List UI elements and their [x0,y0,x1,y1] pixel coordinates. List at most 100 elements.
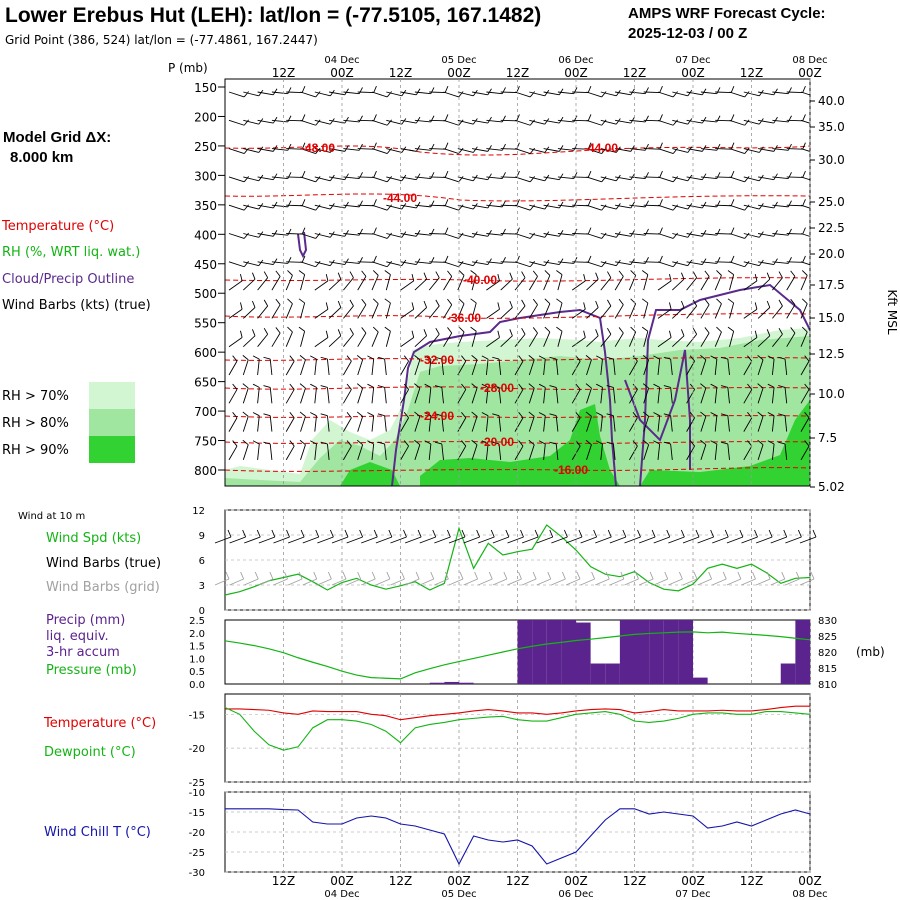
wind-barb-flag [778,271,783,278]
wind-barb [600,261,617,267]
wind-barb-flag [757,383,764,389]
wind-barb-flag [301,255,306,263]
wind-barb-flag [315,147,321,154]
wind-barb-flag [232,412,238,419]
wind-barb [457,176,474,182]
wind-barb [414,444,421,461]
wind-barb-flag [377,413,385,417]
wind-barb [612,359,616,376]
wind-barb-flag [692,271,698,278]
wind-barb-grid-flag [430,571,435,580]
wind-barb-flag [358,115,363,123]
wind-barb-flag [310,383,317,388]
wind-barb-flag [669,274,672,282]
wind-barb-flag [744,91,750,98]
wind-barb [385,302,391,319]
wind-barb-flag [767,355,775,360]
wind-barb-flag [544,298,551,304]
temp-contour-label: -48.00 [301,141,335,155]
wind-barb-grid-flag [635,571,639,580]
wind-barb-flag [275,298,281,305]
top-day-label: 04 Dec [324,55,359,66]
wind-barb [686,148,703,152]
wind-barb [784,443,788,460]
wind-barb [686,417,695,432]
wind-barb [700,148,717,151]
wind-barb [628,331,637,347]
wind-barb [612,387,616,404]
wind-barb [758,261,774,266]
wind-barb [443,91,459,98]
wind-barb [615,261,631,266]
wind-barb-flag [680,329,685,336]
wind-barb-flag [430,200,435,208]
cloud-outline-right [639,283,810,486]
wind-panel-title: Wind at 10 m [18,511,85,522]
wind-barb [457,148,474,153]
wind-barb [628,303,637,319]
wind-barb-flag [689,440,695,447]
wind-barb-flag [596,440,603,445]
wind-barb-flag [606,441,614,445]
wind-barb-grid-flag [561,571,566,580]
wind-barb-flag [521,271,526,278]
wind-barb-flag [252,383,260,388]
wind-barb-true-flag [490,529,495,538]
wind-barb [543,387,546,404]
wind-barb-flag [601,91,607,98]
wind-barb-grid-flag [225,571,230,580]
wind-barb [385,274,391,291]
wind-barb-flag [672,91,678,98]
wind-barb-flag [243,261,249,268]
wind-barb [314,415,317,432]
wind-barb-flag [263,356,271,360]
wind-barb-flag [349,299,354,307]
wind-barb-flag [659,255,663,263]
wind-barb [326,387,330,404]
wind-barb-flag [411,330,415,338]
wind-barb-flag [487,116,492,124]
wind-barb-flag [790,270,796,277]
wind-barb-true-flag [666,529,671,538]
wind-barb [285,275,293,291]
pressure-tick-label: 825 [818,632,837,643]
wind-barb-true [390,536,407,544]
wind-barb [386,233,402,238]
wind-barb [586,387,592,404]
wind-barb [743,360,753,376]
wind-barb-flag [415,116,421,124]
wind-barb-flag [558,145,564,152]
wind-barb-flag [521,299,526,307]
height-tick-label: 5.02 [818,480,845,494]
temp-contour-label: -24.00 [420,409,454,423]
precip-bar [663,620,679,684]
wind-barb-flag [289,412,295,419]
wind-barb-flag [444,170,449,178]
wind-barb-flag [573,87,578,94]
bottom-hour-label: 00Z [798,874,822,888]
wind-barb-flag [538,440,546,445]
wind-barb-grid [507,578,522,586]
pressure-tick-label: 550 [194,317,217,331]
wind-barb-flag [509,329,513,336]
wind-barb [800,91,810,96]
wind-barb [300,387,306,404]
wind-tick-label: 9 [199,531,205,542]
wind-barb-flag [287,228,292,236]
wind-barb [228,148,245,154]
wind-barb [314,308,329,319]
wind-barb-flag [415,230,421,237]
wind-barb [300,416,306,432]
wind-barb-flag [801,298,808,304]
wind-barb [743,337,758,348]
dewpoint-line [224,707,811,751]
wind-barb [615,148,631,152]
wind-barb [543,331,551,347]
wind-barb [657,415,661,432]
wind-barb-flag [415,88,421,96]
wind-barb-flag [289,355,295,362]
wind-barb-flag [501,200,506,208]
temp-contour-16 [225,467,810,472]
wind-barb [614,276,624,291]
wind-barb-flag [744,261,750,268]
